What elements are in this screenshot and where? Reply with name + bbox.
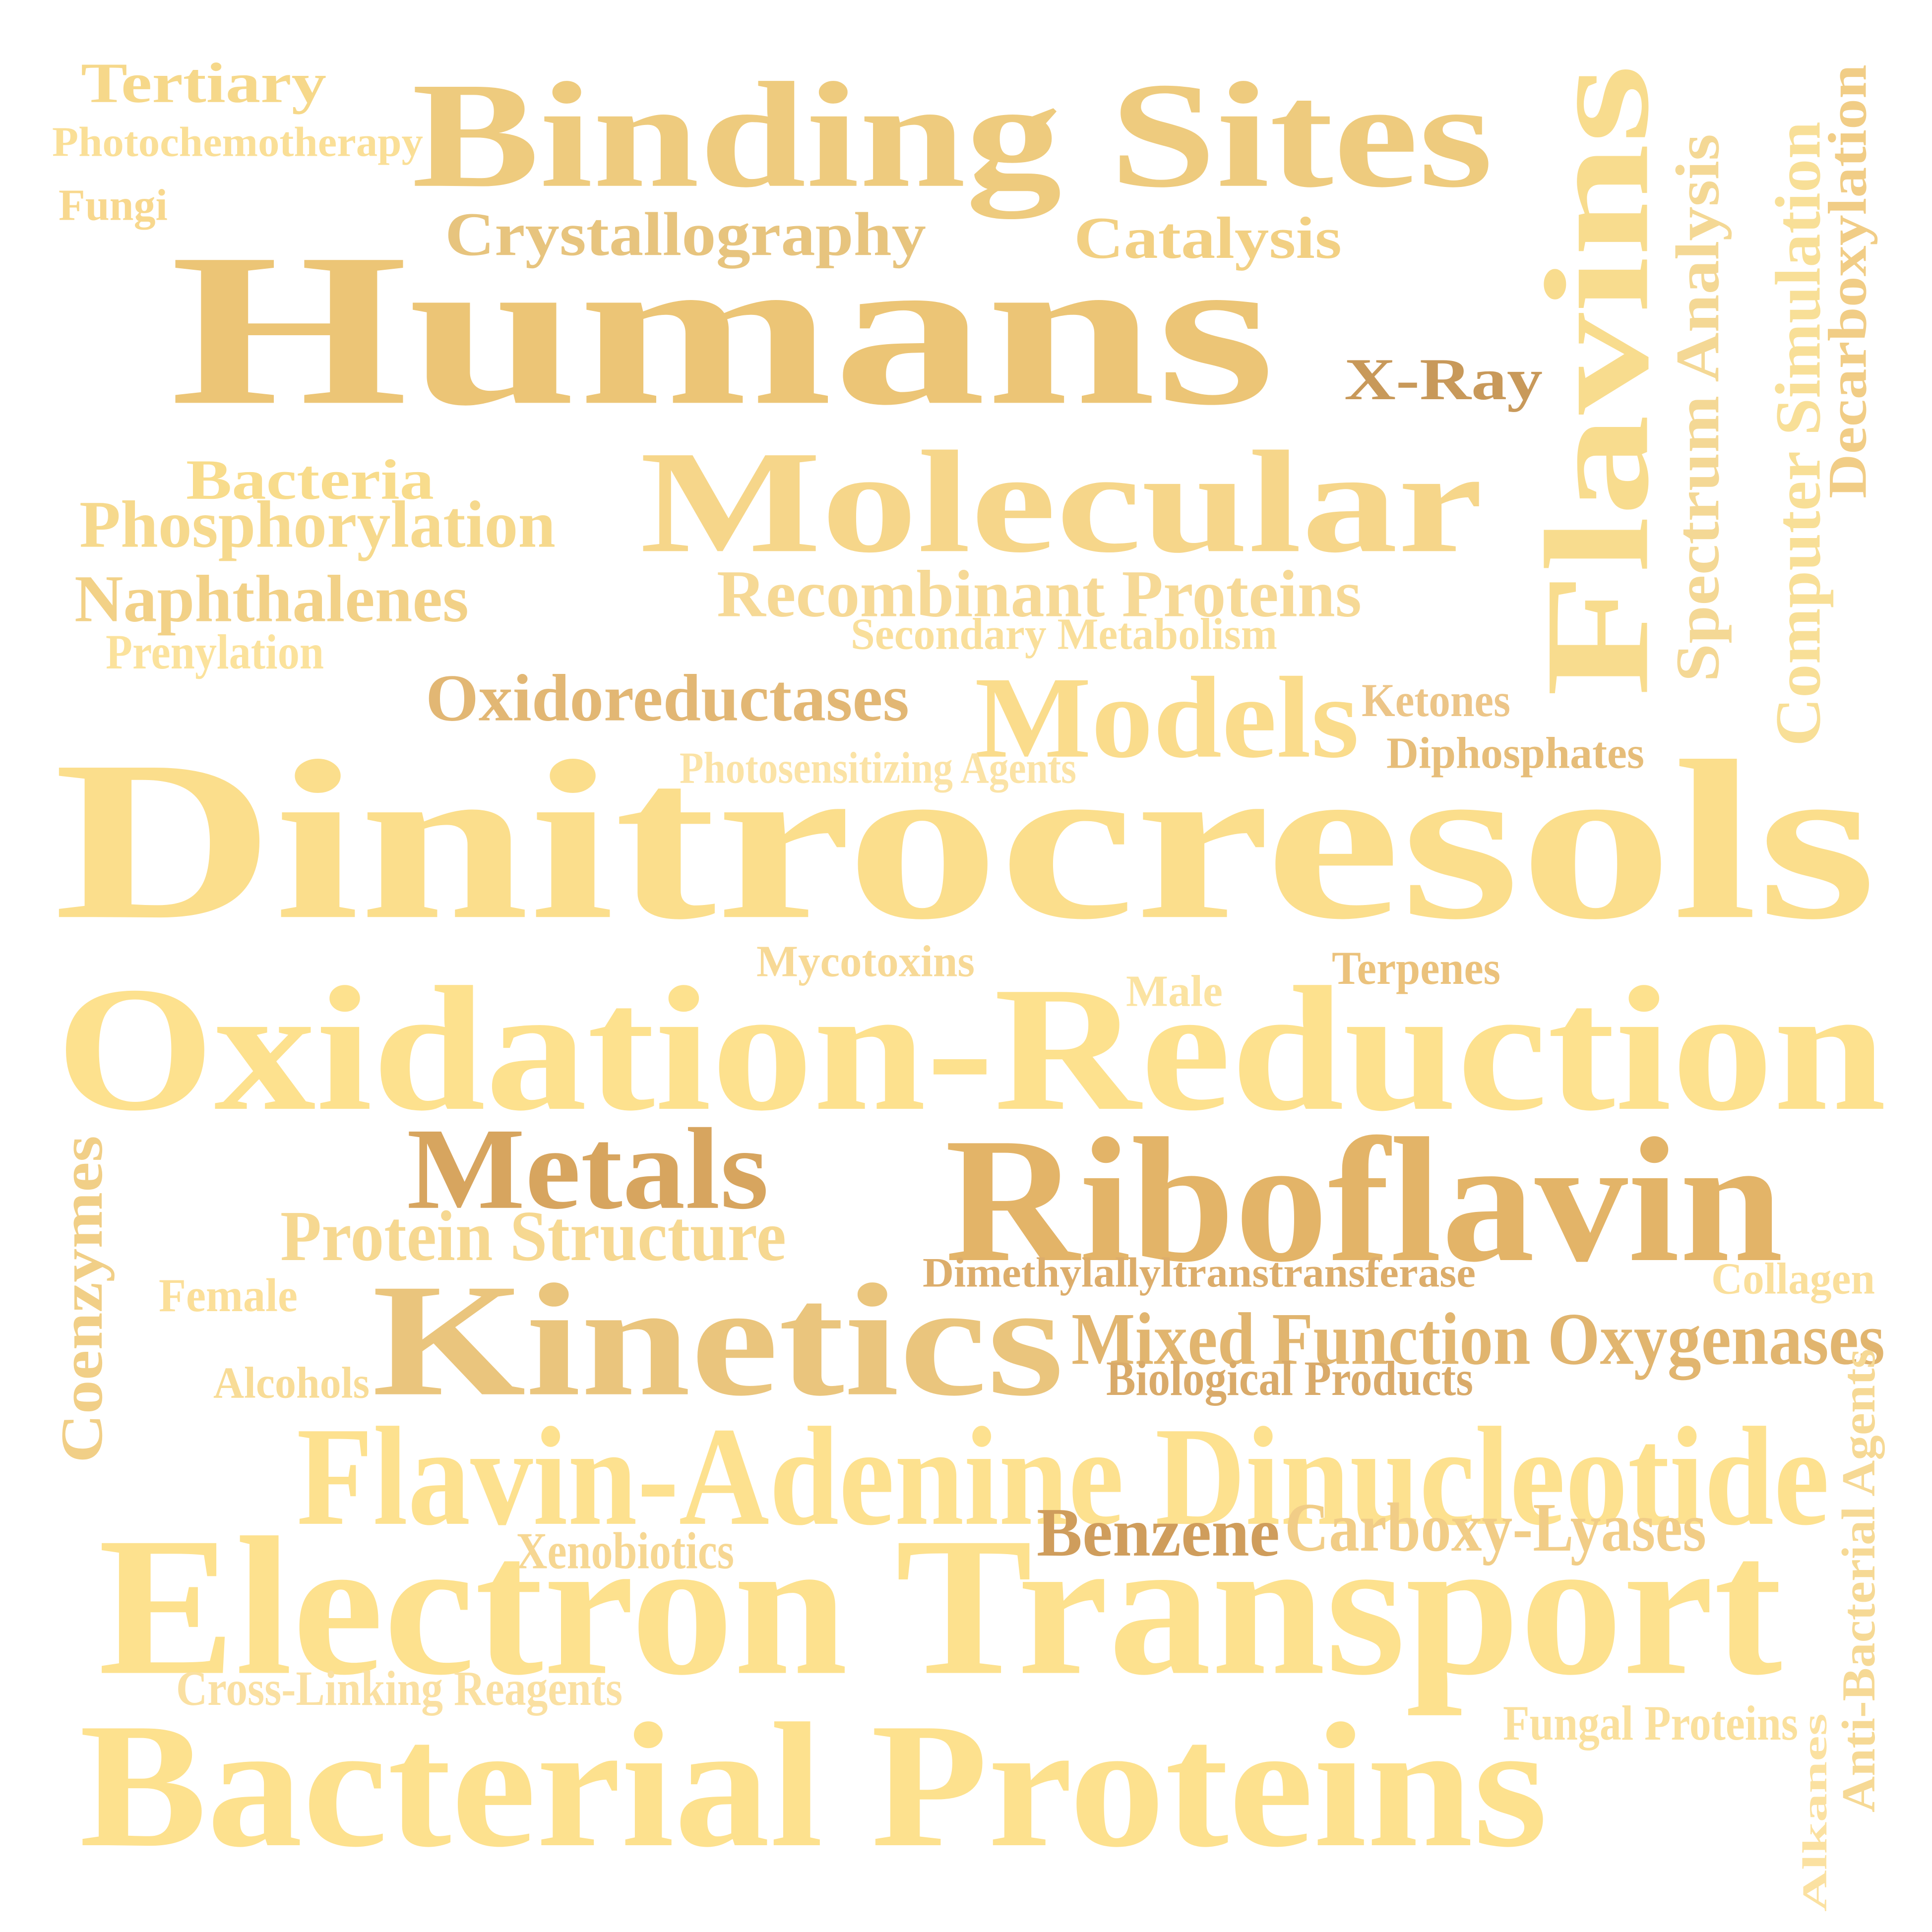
word-protein-structure: Protein Structure [280, 1196, 786, 1276]
word-electron-transport: Electron Transport [98, 1496, 1782, 1717]
word-male: Male [1126, 966, 1223, 1016]
word-oxidation-reduction: Oxidation-Reduction [56, 950, 1886, 1147]
word-catalysis: Catalysis [1074, 204, 1342, 271]
word-dimethylallyltranstransferase: Dimethylallyltranstransferase [923, 1249, 1476, 1296]
word-kinetics: Kinetics [372, 1251, 1064, 1430]
word-molecular: Molecular [640, 421, 1483, 583]
word-flavins: Flavins [1514, 64, 1680, 697]
word-bacterial-proteins: Bacterial Proteins [79, 1686, 1548, 1884]
word-riboflavin: Riboflavin [945, 1101, 1783, 1299]
word-metals: Metals [407, 1104, 769, 1234]
word-decarboxylation: Decarboxylation [1817, 64, 1878, 498]
word-diphosphates: Diphosphates [1386, 728, 1644, 778]
word-mixed-function-oxygenases: Mixed Function Oxygenases [1071, 1297, 1885, 1380]
word-carboxy-lyases: Carboxy-Lyases [1285, 1488, 1706, 1566]
word-x-ray: X-Ray [1344, 346, 1543, 413]
word-prenylation: Prenylation [106, 624, 324, 680]
word-secondary-metabolism: Secondary Metabolism [851, 609, 1277, 659]
word-bacteria: Bacteria [186, 448, 434, 512]
word-dinitrocresols: Dinitrocresols [54, 714, 1876, 967]
word-collagen: Collagen [1711, 1254, 1875, 1304]
word-female: Female [159, 1269, 298, 1322]
word-humans: Humans [170, 209, 1275, 451]
word-mycotoxins: Mycotoxins [756, 937, 975, 986]
word-tertiary: Tertiary [81, 51, 326, 115]
word-ketones: Ketones [1362, 674, 1510, 726]
word-benzene: Benzene [1037, 1493, 1280, 1571]
word-phosphorylation: Phosphorylation [79, 487, 556, 562]
word-models: Models [975, 653, 1359, 783]
word-photochemotherapy: Photochemotherapy [52, 119, 423, 166]
word-binding-sites: Binding Sites [412, 51, 1493, 219]
word-spectrum-analysis: Spectrum Analysis [1663, 134, 1732, 682]
word-naphthalenes: Naphthalenes [74, 561, 469, 636]
word-fungal-proteins: Fungal Proteins [1503, 1695, 1798, 1751]
word-recombinant-proteins: Recombinant Proteins [717, 556, 1362, 631]
word-xenobiotics: Xenobiotics [516, 1521, 734, 1580]
word-coenzymes: Coenzymes [48, 1136, 115, 1463]
word-photosensitizing-agents: Photosensitizing Agents [680, 743, 1076, 793]
word-flavin-adenine-dinucleotide: Flavin-Adenine Dinucleotide [297, 1398, 1829, 1555]
word-alcohols: Alcohols [213, 1358, 370, 1408]
word-cross-linking-reagents: Cross-Linking Reagents [176, 1660, 623, 1716]
word-fungi: Fungi [59, 181, 168, 230]
word-alkanes: Alkanes [1796, 1713, 1834, 1912]
word-anti-bacterial-agents: Anti-Bacterial Agents [1832, 1349, 1885, 1812]
word-terpenes: Terpenes [1332, 942, 1500, 994]
word-oxidoreductases: Oxidoreductases [426, 661, 909, 735]
word-crystallography: Crystallography [445, 199, 926, 269]
word-biological-products: Biological Products [1106, 1350, 1473, 1406]
